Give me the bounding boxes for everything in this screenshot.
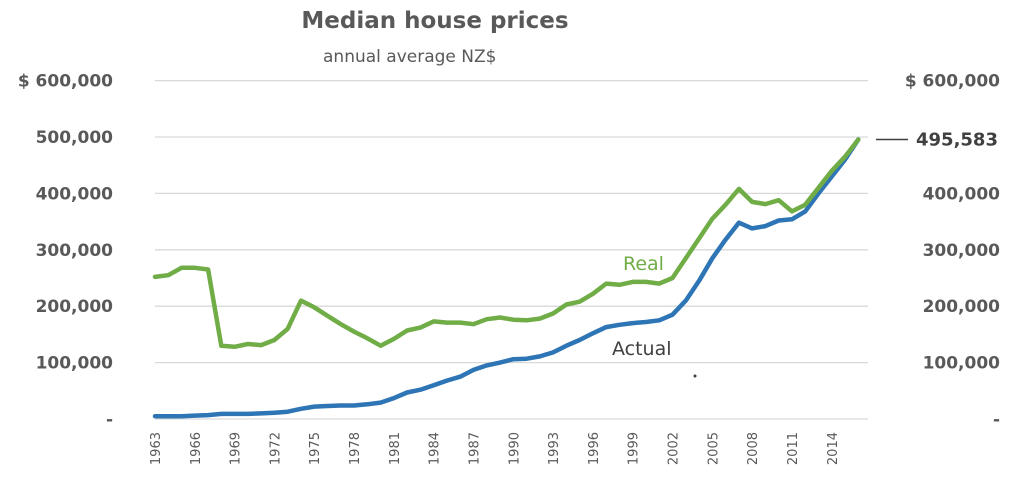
x-tick-label: 2002	[667, 432, 682, 465]
x-tick-label: 1966	[189, 432, 204, 465]
y-tick-label-left: 200,000	[36, 297, 114, 317]
gridlines	[155, 79, 868, 420]
y-tick-label-right: -	[993, 410, 1000, 430]
x-tick-label: 1999	[627, 432, 642, 465]
y-tick-label-left: 300,000	[36, 241, 114, 261]
x-tick-label: 1984	[428, 432, 443, 465]
x-tick-label: 1975	[308, 432, 323, 465]
x-tick-label: 2014	[826, 432, 841, 465]
stray-dot	[693, 374, 697, 378]
series-lines	[152, 137, 861, 419]
x-axis: 1963 1966 1969 1972 1975 1978 1981 1984 1987 1990…	[149, 432, 841, 465]
x-tick-label: 2011	[786, 432, 801, 465]
y-axis-left: $ 600,000 500,000 400,000 300,000 200,000 100…	[18, 72, 113, 430]
x-tick-label: 1993	[547, 432, 562, 465]
chart-title: Median house prices	[301, 8, 568, 34]
x-tick-label: 1963	[149, 432, 164, 465]
y-tick-label-right: 400,000	[923, 184, 1001, 204]
x-tick-label: 1987	[467, 432, 482, 465]
x-tick-label: 2005	[706, 432, 721, 465]
x-tick-label: 1981	[388, 432, 403, 465]
x-tick-label: 1972	[268, 432, 283, 465]
y-tick-label-right: 300,000	[923, 241, 1001, 261]
series-line-actual	[152, 137, 861, 419]
y-axis-right: $ 600,000 400,000 300,000 200,000 100,000 -	[905, 72, 1000, 430]
series-label-actual: Actual	[612, 338, 672, 360]
y-tick-label-left: 400,000	[36, 184, 114, 204]
series-labels: Real Actual 495,583	[612, 129, 998, 360]
y-tick-label-left: 100,000	[36, 354, 114, 374]
x-tick-label: 1996	[587, 432, 602, 465]
y-tick-label-left: -	[106, 410, 113, 430]
x-tick-label: 1969	[229, 432, 244, 465]
x-tick-label: 1990	[507, 432, 522, 465]
y-tick-label-right: 200,000	[923, 297, 1001, 317]
y-tick-label-right: $ 600,000	[905, 72, 1000, 92]
y-tick-label-right: 100,000	[923, 354, 1001, 374]
callout-value-label: 495,583	[916, 129, 998, 150]
x-tick-label: 2008	[746, 432, 761, 465]
series-label-real: Real	[623, 253, 664, 275]
chart-subtitle: annual average NZ$	[323, 47, 496, 67]
y-tick-label-left: $ 600,000	[18, 72, 113, 92]
x-tick-label: 1978	[348, 432, 363, 465]
series-line-real	[152, 137, 861, 350]
y-tick-label-left: 500,000	[36, 128, 114, 148]
